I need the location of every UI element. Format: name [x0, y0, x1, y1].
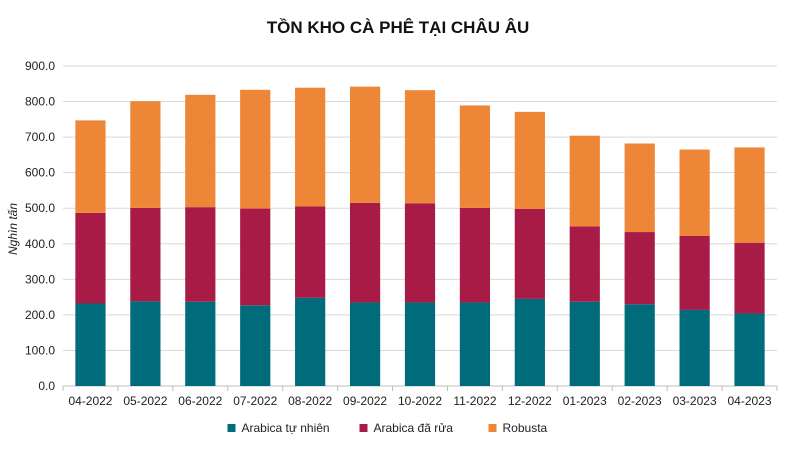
legend-label: Arabica tự nhiên	[242, 421, 330, 435]
bar-segment	[459, 207, 491, 303]
bar-segment	[459, 105, 491, 208]
bar-segment	[679, 235, 710, 310]
y-tick-label: 400.0	[25, 237, 55, 251]
bar-segment	[185, 301, 216, 386]
x-tick-label: 06-2022	[178, 394, 222, 408]
x-tick-label: 11-2022	[453, 394, 496, 408]
bar-segment	[349, 86, 381, 203]
bar-segment	[240, 208, 271, 306]
x-tick-label: 10-2022	[398, 394, 442, 408]
legend-label: Arabica đã rửa	[374, 421, 454, 435]
bar-segment	[734, 313, 765, 386]
bar-segment	[624, 232, 655, 305]
y-tick-label: 900.0	[25, 59, 55, 73]
chart-title: TỒN KHO CÀ PHÊ TẠI CHÂU ÂU	[267, 18, 530, 37]
bar-segment	[404, 90, 436, 204]
x-axis-ticks: 04-2022 05-2022 06-2022 07-2022 08-2022 09-20…	[62, 386, 778, 408]
x-tick-label: 03-2023	[673, 394, 717, 408]
bar-segment	[349, 302, 381, 386]
bar-segment	[514, 208, 545, 299]
y-tick-label: 800.0	[25, 95, 55, 109]
bar-segment	[130, 207, 161, 302]
legend-swatch	[359, 424, 368, 432]
bar-segment	[679, 149, 710, 236]
bar-segment	[75, 303, 106, 386]
y-tick-label: 300.0	[25, 272, 55, 286]
bar-segment	[240, 89, 271, 209]
bar-segment	[404, 302, 436, 386]
bar-segment	[514, 298, 545, 386]
bar-segment	[130, 101, 161, 208]
legend-swatch	[488, 424, 497, 432]
bar-segment	[130, 301, 161, 386]
bar-segment	[240, 305, 271, 386]
bar-segment	[624, 304, 655, 386]
x-tick-label: 01-2023	[563, 394, 607, 408]
bar-segment	[404, 203, 436, 303]
x-tick-label: 07-2022	[233, 394, 277, 408]
bar-segment	[459, 302, 491, 386]
bar-segment	[349, 202, 381, 303]
bar-segment	[185, 207, 216, 302]
y-tick-label: 600.0	[25, 166, 55, 180]
bar-segment	[514, 111, 545, 209]
bar-segment	[569, 226, 600, 302]
bar-segment	[295, 206, 326, 298]
legend: Arabica tự nhiên Arabica đã rửa Robusta	[227, 421, 548, 435]
bar-segment	[295, 87, 326, 207]
y-tick-label: 500.0	[25, 201, 55, 215]
y-tick-label: 0.0	[38, 379, 55, 393]
bar-segment	[569, 301, 600, 386]
bars	[75, 86, 765, 386]
x-tick-label: 08-2022	[288, 394, 332, 408]
x-tick-label: 04-2022	[68, 394, 112, 408]
y-axis-label: Nghìn tấn	[6, 203, 20, 255]
bar-segment	[295, 297, 326, 386]
y-axis-ticks: 0.0 100.0 200.0 300.0 400.0 500.0 600.0 700.0 80…	[25, 59, 55, 393]
bar-segment	[185, 94, 216, 208]
bar-segment	[75, 212, 106, 304]
x-tick-label: 12-2022	[508, 394, 552, 408]
bar-segment	[569, 135, 600, 227]
bar-segment	[624, 143, 655, 233]
y-tick-label: 100.0	[25, 343, 55, 357]
bar-segment	[75, 120, 106, 213]
x-tick-label: 09-2022	[343, 394, 387, 408]
bar-segment	[734, 242, 765, 314]
x-tick-label: 05-2022	[123, 394, 167, 408]
legend-swatch	[227, 424, 236, 432]
x-tick-label: 04-2023	[728, 394, 772, 408]
bar-segment	[734, 147, 765, 243]
bar-segment	[679, 309, 710, 386]
legend-label: Robusta	[503, 421, 548, 435]
x-tick-label: 02-2023	[618, 394, 662, 408]
y-tick-label: 200.0	[25, 308, 55, 322]
y-tick-label: 700.0	[25, 130, 55, 144]
